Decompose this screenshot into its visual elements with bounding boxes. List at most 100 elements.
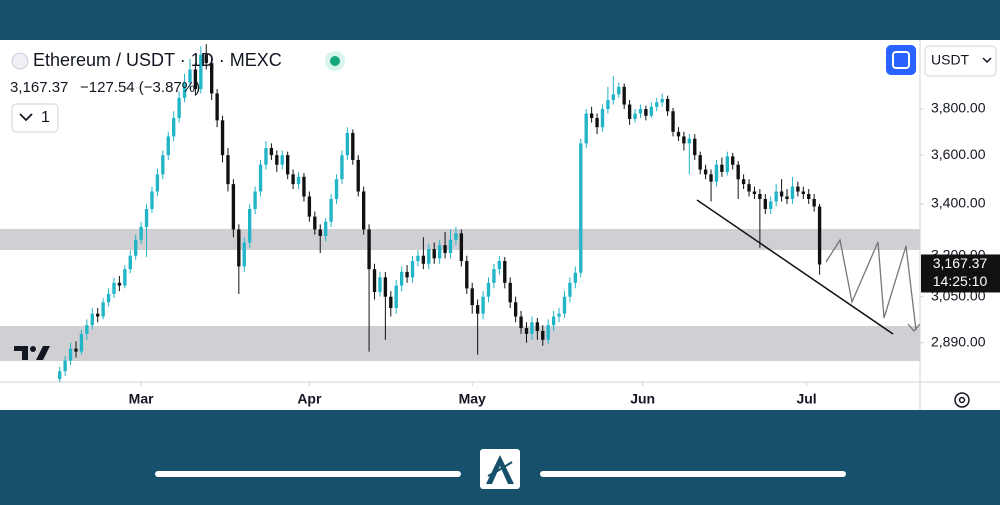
x-tick-label: Jul <box>796 391 816 407</box>
candle-body <box>606 100 610 110</box>
candle-body <box>296 176 301 185</box>
brand-mark <box>486 455 514 484</box>
fullscreen-button[interactable] <box>886 45 916 75</box>
candle-body <box>454 233 458 240</box>
candle-body <box>253 191 257 210</box>
candle-body <box>155 174 160 192</box>
candle-body <box>134 239 138 256</box>
candle-body <box>101 302 105 317</box>
candle-body <box>63 360 67 372</box>
candle-body <box>79 333 84 352</box>
candle-body <box>584 113 588 144</box>
y-tick-label: 2,890.00 <box>931 333 986 349</box>
interval-count: 1 <box>41 109 50 126</box>
candle-body <box>264 148 268 165</box>
candle-body <box>557 313 561 317</box>
candle-body <box>513 302 518 317</box>
countdown: 14:25:10 <box>933 273 988 289</box>
logo-part <box>36 346 50 360</box>
candle-body <box>405 271 409 278</box>
candle-body <box>90 313 94 326</box>
coin-icon <box>11 52 29 70</box>
candle-body <box>280 155 284 165</box>
candle-body <box>611 94 616 101</box>
y-tick-label: 3,600.00 <box>931 146 986 162</box>
candle-body <box>475 305 480 314</box>
candle-body <box>307 196 312 217</box>
footer-bar-right <box>540 471 846 477</box>
candle-body <box>106 293 111 303</box>
candle-body <box>568 282 572 297</box>
candle-body <box>367 229 371 270</box>
candle-body <box>589 113 594 119</box>
candle-body <box>546 325 550 340</box>
candle-body <box>709 174 713 182</box>
candle-body <box>497 261 502 270</box>
candle-body <box>334 179 339 199</box>
candle-body <box>96 313 100 317</box>
candle-body <box>622 86 626 105</box>
candle-body <box>139 226 143 240</box>
candle-body <box>410 261 415 278</box>
candle-body <box>747 184 751 192</box>
candle-body <box>693 138 697 156</box>
candle-body <box>665 98 670 112</box>
drawings <box>696 199 921 335</box>
footer-bar-left <box>155 471 461 477</box>
candle-body <box>275 155 279 165</box>
candle-body <box>741 179 746 185</box>
candle-body <box>448 239 453 254</box>
candle-body <box>508 282 512 303</box>
candle-body <box>785 196 789 199</box>
candle-body <box>269 148 274 156</box>
x-tick-label: Mar <box>129 391 154 407</box>
candle-body <box>752 191 757 194</box>
candle-body <box>703 169 708 175</box>
candle-body <box>796 186 800 192</box>
plot-area <box>0 44 920 382</box>
candle-body <box>427 249 431 264</box>
candle-body <box>687 138 692 144</box>
candle-body <box>763 198 767 210</box>
candle-body <box>421 255 426 264</box>
candle-body <box>698 155 702 170</box>
candle-body <box>470 288 474 306</box>
candle-body <box>682 136 686 144</box>
status-dot <box>330 56 340 66</box>
currency-select[interactable] <box>924 45 997 77</box>
last-price-label: 3,167.37 <box>933 255 988 271</box>
candle-body <box>188 69 192 83</box>
candle-body <box>725 156 729 172</box>
price-change: −127.54 (−3.87%) <box>80 79 200 96</box>
candle-body <box>817 206 822 265</box>
symbol-title: Ethereum / USDT · 1D · MEXC <box>33 50 282 70</box>
candle-body <box>128 255 132 270</box>
candle-body <box>58 371 62 379</box>
candle-body <box>323 221 328 236</box>
candle-body <box>68 348 73 361</box>
candle-body <box>399 271 404 286</box>
candle-body <box>356 159 360 192</box>
candle-body <box>492 269 496 283</box>
candle-body <box>769 201 773 210</box>
candle-body <box>649 106 654 116</box>
candle-body <box>530 322 534 334</box>
candle-body <box>812 198 816 207</box>
candle-body <box>736 164 740 180</box>
candle-body <box>237 229 241 267</box>
candle-body <box>204 54 208 64</box>
candle-body <box>383 277 388 297</box>
candle-body <box>85 325 89 334</box>
candle-body <box>562 296 567 314</box>
interval-button[interactable] <box>11 103 59 133</box>
candle-body <box>182 82 187 98</box>
candle-body <box>774 191 778 202</box>
candle-body <box>247 209 252 243</box>
settings-icon[interactable] <box>954 392 970 408</box>
candle-body <box>302 176 306 197</box>
candle-body <box>660 98 664 103</box>
candle-body <box>486 282 491 297</box>
candle-body <box>790 186 795 199</box>
candle-body <box>351 132 355 160</box>
candle-body <box>378 277 382 292</box>
